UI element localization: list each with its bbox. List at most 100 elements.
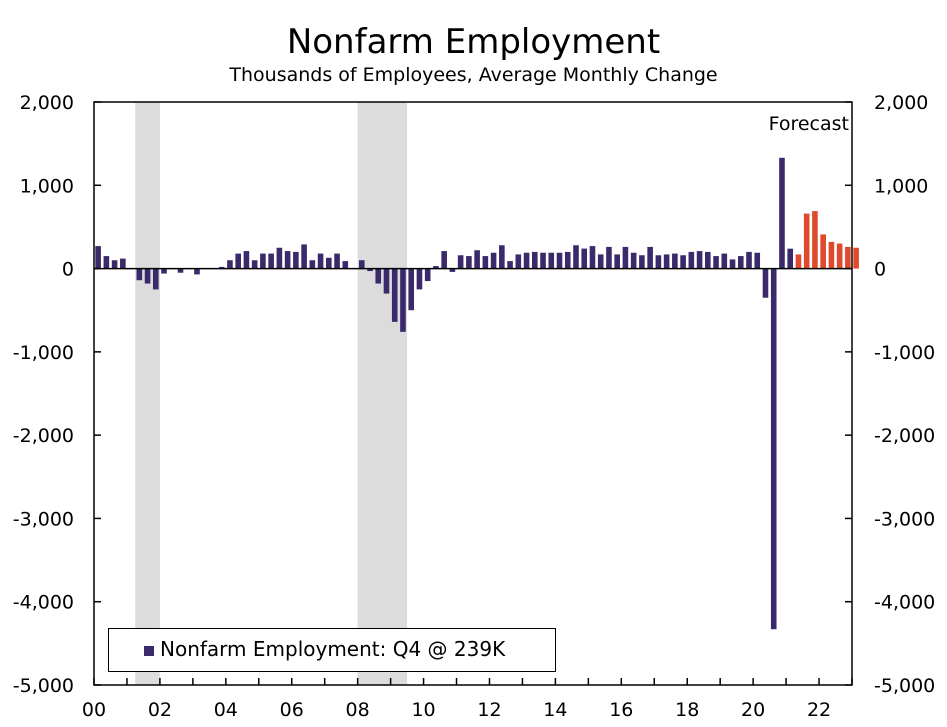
bar-31 bbox=[342, 261, 349, 269]
bar-38 bbox=[400, 268, 406, 332]
bar-59 bbox=[573, 245, 579, 269]
bar-1 bbox=[95, 246, 101, 269]
forecast-bar-1 bbox=[795, 254, 802, 269]
bar-60 bbox=[581, 248, 588, 269]
bar-25 bbox=[293, 251, 299, 269]
bar-53 bbox=[523, 252, 530, 269]
bar-41 bbox=[424, 268, 431, 282]
x-tick-label: 04 bbox=[214, 699, 238, 721]
y-tick-label-right: 1,000 bbox=[874, 175, 928, 197]
x-tick-label: 12 bbox=[477, 699, 501, 721]
bar-44 bbox=[449, 268, 456, 272]
bar-84 bbox=[779, 157, 785, 269]
bar-27 bbox=[309, 260, 316, 269]
y-tick-label-right: -3,000 bbox=[874, 508, 935, 530]
bar-40 bbox=[416, 268, 423, 290]
bar-36 bbox=[383, 268, 390, 294]
bar-80 bbox=[746, 251, 752, 269]
bar-11 bbox=[177, 268, 184, 273]
bar-2 bbox=[103, 256, 110, 269]
bar-50 bbox=[499, 245, 505, 269]
bar-45 bbox=[457, 255, 464, 269]
bar-7 bbox=[144, 268, 151, 284]
plot-frame bbox=[93, 101, 853, 686]
y-tick-label-left: 1,000 bbox=[20, 175, 74, 197]
bar-series bbox=[95, 157, 859, 630]
recession-band-2 bbox=[357, 102, 408, 685]
bar-34 bbox=[367, 268, 373, 272]
bar-26 bbox=[301, 244, 307, 269]
bar-51 bbox=[507, 261, 513, 269]
bar-58 bbox=[564, 251, 571, 269]
bar-77 bbox=[721, 253, 728, 269]
bar-37 bbox=[391, 268, 398, 322]
x-tick-label: 10 bbox=[411, 699, 435, 721]
bar-62 bbox=[597, 254, 604, 269]
bar-30 bbox=[334, 253, 340, 269]
y-tick-label-left: -1,000 bbox=[13, 342, 74, 364]
y-tick-label-right: -2,000 bbox=[874, 425, 935, 447]
recession-shading bbox=[135, 102, 408, 685]
bar-74 bbox=[696, 251, 703, 269]
bar-63 bbox=[606, 246, 612, 269]
x-tick-label: 06 bbox=[280, 699, 304, 721]
bar-73 bbox=[688, 251, 695, 269]
bar-6 bbox=[136, 268, 143, 281]
forecast-bar-5 bbox=[828, 241, 835, 269]
y-tick-label-right: -5,000 bbox=[874, 675, 935, 697]
bar-46 bbox=[466, 256, 472, 269]
bar-66 bbox=[630, 252, 637, 269]
bar-47 bbox=[474, 250, 480, 269]
bar-28 bbox=[317, 253, 324, 269]
y-tick-label-right: -1,000 bbox=[874, 342, 935, 364]
bar-3 bbox=[111, 260, 118, 269]
bar-55 bbox=[540, 252, 546, 269]
forecast-bar-6 bbox=[836, 243, 843, 269]
bar-69 bbox=[655, 255, 662, 269]
forecast-bar-7 bbox=[845, 246, 851, 269]
y-tick-label-left: -4,000 bbox=[13, 592, 74, 614]
bar-23 bbox=[276, 247, 283, 269]
y-tick-label-right: 2,000 bbox=[874, 92, 928, 114]
bar-20 bbox=[251, 260, 258, 269]
y-tick-label-left: -2,000 bbox=[13, 425, 74, 447]
bar-35 bbox=[375, 268, 382, 284]
x-tick-label: 20 bbox=[741, 699, 765, 721]
bar-43 bbox=[441, 251, 447, 269]
y-tick-label-left: 2,000 bbox=[20, 92, 74, 114]
y-tick-label-left: 0 bbox=[62, 259, 74, 281]
y-tick-label-right: 0 bbox=[874, 259, 886, 281]
legend: Nonfarm Employment: Q4 @ 239K bbox=[108, 628, 556, 672]
bar-17 bbox=[227, 260, 233, 269]
forecast-bar-8 bbox=[853, 247, 859, 269]
bar-83 bbox=[770, 268, 777, 630]
bar-81 bbox=[754, 252, 761, 269]
y-tick-label-left: -5,000 bbox=[13, 675, 74, 697]
bar-24 bbox=[284, 251, 291, 269]
bar-13 bbox=[194, 268, 200, 275]
bar-33 bbox=[358, 260, 365, 269]
bar-4 bbox=[120, 258, 126, 269]
bar-85 bbox=[787, 248, 794, 269]
chart-subtitle: Thousands of Employees, Average Monthly … bbox=[229, 64, 718, 86]
y-axis-ticks: 2,000 2,000 1,000 1,000 0 0 -1,000 -1,000 -2,000… bbox=[13, 92, 936, 697]
bar-39 bbox=[408, 268, 415, 311]
bar-52 bbox=[515, 254, 522, 269]
bar-71 bbox=[672, 253, 678, 269]
x-tick-label: 22 bbox=[807, 699, 831, 721]
x-tick-label: 18 bbox=[675, 699, 699, 721]
bar-49 bbox=[490, 252, 497, 269]
bar-19 bbox=[243, 251, 250, 269]
chart-title: Nonfarm Employment bbox=[286, 22, 661, 62]
bar-64 bbox=[614, 254, 620, 269]
forecast-bar-2 bbox=[803, 213, 810, 269]
x-tick-label: 08 bbox=[346, 699, 370, 721]
bar-29 bbox=[326, 257, 332, 269]
bar-9 bbox=[161, 268, 167, 274]
bar-78 bbox=[729, 259, 736, 269]
bar-56 bbox=[548, 252, 555, 269]
recession-band-1 bbox=[135, 102, 160, 685]
bar-65 bbox=[622, 246, 629, 269]
x-tick-label: 16 bbox=[609, 699, 633, 721]
